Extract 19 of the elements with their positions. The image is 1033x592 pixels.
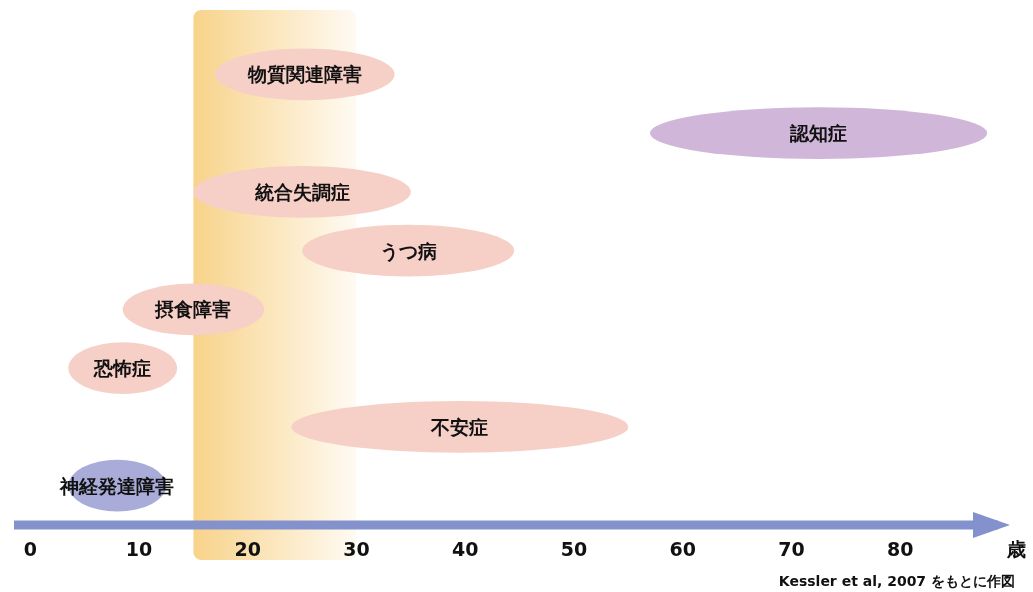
- y-tick-label: 物質関連障害: [246, 63, 362, 86]
- x-tick-label: 30: [343, 538, 370, 560]
- x-axis-title: 歳: [1005, 538, 1026, 560]
- x-tick-label: 80: [886, 538, 914, 560]
- x-tick-label: 0: [23, 538, 37, 560]
- x-tick-label: 20: [234, 538, 261, 560]
- y-tick-label: 不安症: [430, 415, 489, 438]
- y-tick-label: 摂食障害: [154, 298, 232, 321]
- y-tick-label: 統合失調症: [253, 180, 350, 203]
- x-tick-label: 50: [560, 538, 588, 560]
- y-tick-label: 認知症: [789, 122, 848, 145]
- y-tick-label: 神経発達障害: [59, 474, 175, 497]
- x-tick-label: 60: [669, 538, 696, 560]
- x-tick-label: 70: [778, 538, 805, 560]
- y-tick-label: 恐怖症: [93, 357, 152, 380]
- x-tick-label: 10: [125, 538, 153, 560]
- x-tick-label: 40: [452, 538, 479, 560]
- y-tick-label: うつ病: [379, 239, 437, 263]
- text: Kessler et al, 2007 をもとに作図: [778, 573, 1015, 589]
